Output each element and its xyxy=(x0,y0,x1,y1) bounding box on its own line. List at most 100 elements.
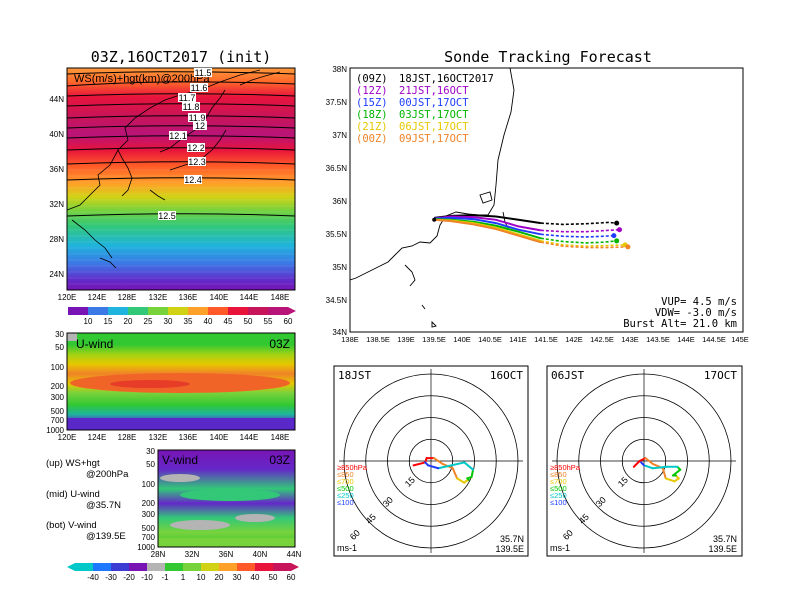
tick-label: 136E xyxy=(179,433,198,442)
hodo-left-levels: ≥850hPa ≤850 ≤700 ≤500 ≤250 ≤100 xyxy=(337,463,368,507)
tick-label: 143.5E xyxy=(646,335,670,344)
track-line-ascent xyxy=(434,218,542,244)
landing-point xyxy=(616,227,622,233)
hodo-right-date: 17OCT xyxy=(704,369,737,382)
contour-label: 12.3 xyxy=(188,157,206,167)
legend-entry: (12Z) 21JST,16OCT xyxy=(356,85,469,97)
contour-label: 12 xyxy=(193,121,207,131)
level-label: ≤100 xyxy=(337,498,354,507)
tick-label: 50 xyxy=(244,317,253,326)
track-line-descent xyxy=(540,241,628,249)
track-line-descent xyxy=(540,228,620,233)
ws-colorbar xyxy=(68,307,296,315)
level-label: ≤250 xyxy=(550,491,567,500)
level-label: ≤250 xyxy=(337,491,354,500)
tick-label: 30 xyxy=(55,330,64,339)
tick-label: 139.5E xyxy=(422,335,446,344)
hodo-segment xyxy=(432,457,444,465)
note-mid: (mid) U-wind xyxy=(46,489,100,500)
tick-label: 140E xyxy=(210,293,229,302)
tick-label: 32N xyxy=(49,200,64,209)
legend-zulu: (18Z) xyxy=(356,109,388,121)
tick-label: -20 xyxy=(123,573,135,582)
hodo-segment xyxy=(644,457,654,465)
hodo-right-unit: ms-1 xyxy=(550,543,570,553)
hodo-segment xyxy=(643,464,654,470)
u-frame xyxy=(66,332,296,431)
contour-label: 12.1 xyxy=(169,131,187,141)
hodo-segment xyxy=(412,461,427,467)
contour-label: 11.9 xyxy=(188,113,206,123)
tick-label: 200 xyxy=(51,382,65,391)
tick-label: 40N xyxy=(49,130,64,139)
note-mid-level: @35.7N xyxy=(86,500,121,511)
panel-notes: (up) WS+hgt @200hPa (mid) U-wind @35.7N … xyxy=(46,458,129,542)
track-line-ascent xyxy=(434,215,542,232)
tick-label: -40 xyxy=(87,573,99,582)
svg-text:11.9: 11.9 xyxy=(189,113,206,123)
hodo-segment xyxy=(651,465,669,470)
u-core xyxy=(67,333,295,430)
landing-point xyxy=(625,244,631,250)
ws-colorbar-labels: 10 15 20 25 30 35 40 45 50 55 60 xyxy=(84,317,293,326)
ws-contour-labels: 11.5 11.6 11.7 11.8 11.9 12 12.1 12.2 12… xyxy=(158,68,212,221)
tick-label: 37.5N xyxy=(326,98,348,107)
tick-label: -1 xyxy=(161,573,169,582)
tick-label: 141E xyxy=(509,335,527,344)
tick-label: 136E xyxy=(179,293,198,302)
tick-label: 34.5N xyxy=(326,296,348,305)
tick-label: 138.5E xyxy=(366,335,390,344)
track-panel: (09Z) 18JST,16OCT2017 (12Z) 21JST,16OCT (1… xyxy=(326,65,749,344)
landing-point xyxy=(614,220,620,226)
tick-label: 139E xyxy=(397,335,415,344)
track-legend: (09Z) 18JST,16OCT2017 (12Z) 21JST,16OCT (1… xyxy=(356,73,494,145)
hodo-left-rings xyxy=(339,369,523,553)
u-x-ticks: 120E 124E 128E 132E 136E 140E 144E 148E xyxy=(58,433,290,442)
legend-time: 00JST,17OCT xyxy=(399,97,469,109)
legend-entry: (21Z) 06JST,17OCT xyxy=(356,121,469,133)
right-title: Sonde Tracking Forecast xyxy=(444,48,652,66)
tick-label: 700 xyxy=(142,533,156,542)
tick-label: -10 xyxy=(141,573,153,582)
tick-label: 120E xyxy=(58,293,77,302)
ws-frame xyxy=(66,67,296,291)
tick-label: 37N xyxy=(332,131,347,140)
tick-label: 25 xyxy=(144,317,153,326)
track-lines xyxy=(432,214,631,250)
ws-streaks xyxy=(67,169,295,285)
tick-label: 35 xyxy=(184,317,193,326)
tick-label: 34N xyxy=(332,328,347,337)
ws-panel-label: WS(m/s)+hgt(km)@200hPa xyxy=(74,73,210,85)
ws-y-ticks: 44N 40N 36N 32N 28N 24N xyxy=(49,95,64,279)
tick-label: 144E xyxy=(677,335,695,344)
legend-entry: (18Z) 03JST,17OCT xyxy=(356,109,469,121)
tick-label: 30 xyxy=(233,573,242,582)
legend-zulu: (12Z) xyxy=(356,85,388,97)
tick-label: 60 xyxy=(287,573,296,582)
hodo-segment xyxy=(638,457,647,462)
contour-label: 11.7 xyxy=(178,93,196,103)
track-line-descent xyxy=(540,233,614,238)
tick-label: 300 xyxy=(51,393,65,402)
hodo-right-time: 06JST xyxy=(551,369,584,382)
tick-label: 144.5E xyxy=(702,335,726,344)
tick-label: 148E xyxy=(271,293,290,302)
legend-entry: (09Z) 18JST,16OCT2017 xyxy=(356,73,494,85)
hodo-left-lon: 139.5E xyxy=(495,544,524,554)
contour-label: 11.6 xyxy=(190,83,208,93)
tick-label: 36N xyxy=(49,165,64,174)
tick-label: 36N xyxy=(219,550,234,559)
vup-text: VUP= 4.5 m/s xyxy=(661,296,737,308)
level-label: ≤850 xyxy=(550,470,567,479)
tick-label: 500 xyxy=(51,407,65,416)
tick-label: 132E xyxy=(149,293,168,302)
note-bot-level: @139.5E xyxy=(86,531,126,542)
tick-label: 148E xyxy=(271,433,290,442)
tick-label: 142E xyxy=(565,335,583,344)
tick-label: 124E xyxy=(88,293,107,302)
tick-label: 138E xyxy=(341,335,359,344)
ws-height-contours xyxy=(67,71,295,217)
tick-label: 24N xyxy=(49,270,64,279)
hodo-segment xyxy=(437,464,453,470)
note-up: (up) WS+hgt xyxy=(46,458,100,469)
